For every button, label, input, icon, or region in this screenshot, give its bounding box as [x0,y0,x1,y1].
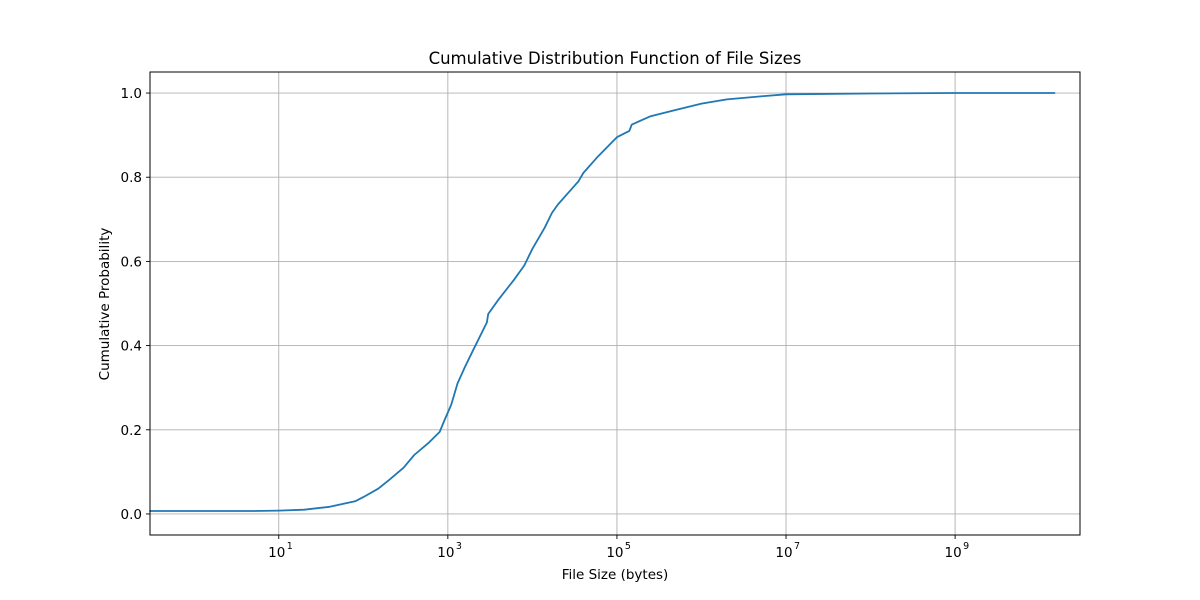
x-tick-label: 10 [945,545,962,561]
x-tick-exponent: 7 [794,541,800,552]
y-tick-label: 1.0 [121,86,142,102]
x-tick-exponent: 1 [287,541,293,552]
x-tick-label: 10 [775,545,792,561]
data-layer [149,92,1056,512]
y-axis-label: Cumulative Probability [97,228,113,381]
y-tick-label: 0.2 [121,423,142,439]
x-tick-exponent: 5 [625,541,631,552]
tick-layer: 10 1 10 3 10 5 10 7 10 90.00.20.40.60.81.0 [121,86,970,561]
x-axis-label: File Size (bytes) [562,567,669,583]
cdf-series-line [149,92,1056,512]
x-tick-exponent: 3 [456,541,462,552]
chart-title: Cumulative Distribution Function of File… [429,49,802,68]
x-tick-exponent: 9 [963,541,969,552]
x-tick-label: 10 [606,545,623,561]
y-tick-label: 0.8 [121,170,142,186]
axes-frame [149,71,1081,536]
y-tick-label: 0.0 [121,507,142,523]
y-tick-label: 0.6 [121,254,142,270]
y-tick-label: 0.4 [121,339,142,355]
x-tick-label: 10 [268,545,285,561]
grid-layer [150,72,1080,535]
x-tick-label: 10 [437,545,454,561]
